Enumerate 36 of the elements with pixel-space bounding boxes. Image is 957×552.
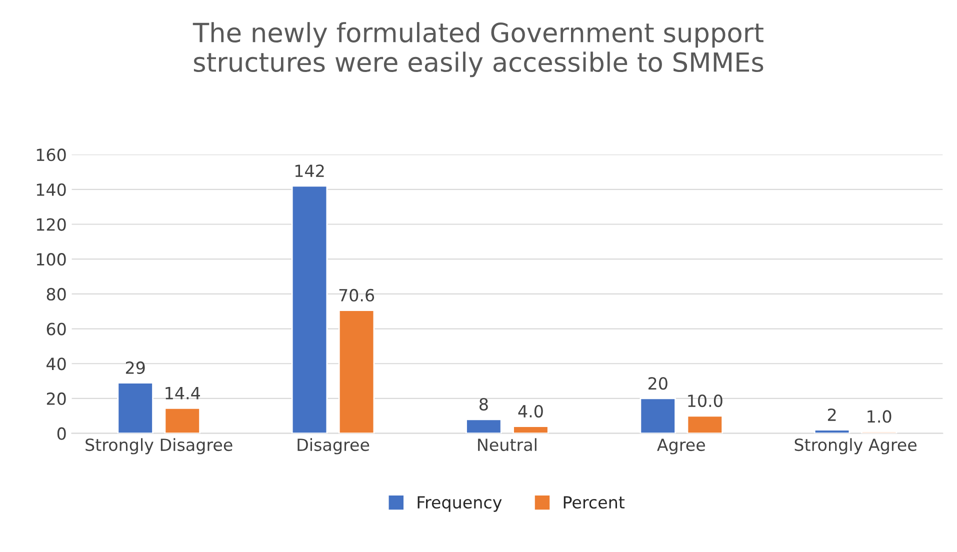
data-label: 142 [295, 164, 324, 177]
data-label: 70.6 [339, 288, 374, 302]
y-tick-label: 140 [36, 183, 66, 196]
data-label: 20 [648, 377, 668, 390]
y-tick-label: 0 [57, 427, 66, 440]
bar [164, 408, 200, 434]
bar [686, 415, 724, 434]
legend-label: Percent [564, 496, 625, 509]
chart-title: The newly formulated Government support structures were easily accessible to SMMEs [192, 22, 764, 78]
data-label: 4.0 [518, 404, 543, 418]
bar [512, 426, 549, 434]
x-tick-label: Strongly Disagree [86, 438, 232, 454]
bar [117, 382, 154, 434]
data-label: 8 [480, 398, 488, 411]
bar [466, 418, 502, 434]
x-tick-label: Strongly Agree [794, 438, 917, 454]
bar [291, 185, 328, 434]
bar [640, 398, 676, 434]
y-tick-label: 120 [36, 218, 66, 231]
data-label: 29 [126, 361, 145, 374]
y-tick-label: 20 [46, 392, 66, 406]
data-label: 10.0 [688, 394, 722, 408]
x-tick-label: Neutral [478, 438, 536, 452]
y-tick-label: 40 [46, 358, 66, 370]
data-label: 14.4 [166, 387, 200, 400]
bar [338, 310, 375, 434]
x-tick-label: Agree [657, 438, 705, 454]
legend-label: Frequency [418, 496, 502, 512]
data-label: 1.0 [868, 410, 892, 423]
data-label: 2 [828, 408, 836, 421]
x-tick-label: Disagree [298, 438, 370, 454]
y-tick-label: 80 [46, 288, 66, 301]
bar [814, 429, 850, 434]
y-tick-label: 100 [36, 253, 66, 266]
y-tick-label: 60 [46, 322, 66, 336]
y-tick-label: 160 [36, 148, 66, 162]
